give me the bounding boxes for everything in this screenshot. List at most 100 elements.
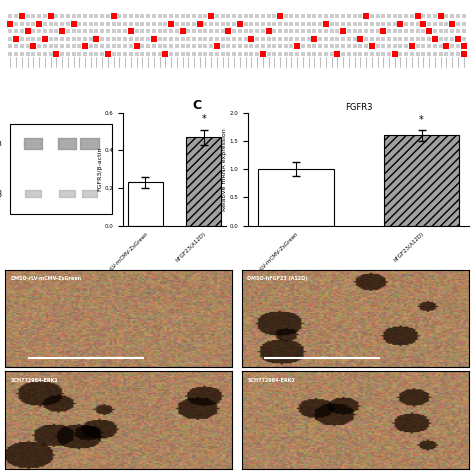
Point bbox=[110, 20, 118, 27]
Point bbox=[196, 50, 203, 57]
Point bbox=[414, 42, 421, 50]
Point bbox=[362, 42, 370, 50]
Point bbox=[41, 27, 49, 35]
Point bbox=[36, 50, 43, 57]
Point bbox=[156, 42, 164, 50]
Point bbox=[167, 50, 175, 57]
Point bbox=[29, 50, 37, 57]
Point bbox=[12, 20, 20, 27]
Point bbox=[110, 12, 118, 20]
Point bbox=[156, 35, 164, 43]
Point bbox=[121, 50, 129, 57]
Point bbox=[156, 50, 164, 57]
Bar bbox=[384, 135, 459, 226]
Point bbox=[414, 50, 421, 57]
Bar bbox=[128, 182, 163, 226]
Point bbox=[36, 12, 43, 20]
Bar bbox=[258, 169, 334, 226]
Point bbox=[356, 42, 364, 50]
Point bbox=[7, 42, 14, 50]
Point bbox=[288, 50, 295, 57]
Point bbox=[402, 12, 410, 20]
Point bbox=[322, 12, 330, 20]
Point bbox=[47, 42, 55, 50]
Point bbox=[99, 35, 106, 43]
Point bbox=[425, 50, 433, 57]
Point bbox=[345, 20, 353, 27]
Point bbox=[58, 27, 66, 35]
Point bbox=[41, 12, 49, 20]
Point bbox=[64, 42, 72, 50]
Point bbox=[448, 12, 456, 20]
Point bbox=[225, 50, 232, 57]
Point bbox=[7, 50, 14, 57]
Point bbox=[419, 12, 427, 20]
Point bbox=[162, 20, 169, 27]
Point bbox=[310, 50, 318, 57]
Point bbox=[144, 35, 152, 43]
Point bbox=[356, 35, 364, 43]
Point bbox=[345, 27, 353, 35]
Point bbox=[316, 27, 324, 35]
Point bbox=[305, 12, 312, 20]
Point bbox=[53, 35, 60, 43]
Point bbox=[53, 42, 60, 50]
Point bbox=[253, 35, 261, 43]
Point bbox=[265, 42, 273, 50]
Point bbox=[425, 20, 433, 27]
Point bbox=[368, 12, 375, 20]
Point bbox=[431, 50, 438, 57]
Point bbox=[425, 12, 433, 20]
Point bbox=[437, 27, 445, 35]
Point bbox=[414, 35, 421, 43]
Point bbox=[454, 27, 462, 35]
Point bbox=[58, 42, 66, 50]
Point bbox=[293, 35, 301, 43]
Point bbox=[18, 35, 26, 43]
Point bbox=[230, 20, 238, 27]
Point bbox=[443, 12, 450, 20]
Point bbox=[167, 35, 175, 43]
Point bbox=[99, 42, 106, 50]
Point bbox=[288, 12, 295, 20]
Point bbox=[380, 42, 387, 50]
Text: DMSO-hFGF23 (A12D): DMSO-hFGF23 (A12D) bbox=[247, 276, 308, 282]
Point bbox=[334, 50, 341, 57]
Point bbox=[276, 42, 284, 50]
Point bbox=[230, 27, 238, 35]
Point bbox=[299, 42, 307, 50]
Point bbox=[288, 35, 295, 43]
Point bbox=[334, 42, 341, 50]
Point bbox=[138, 50, 146, 57]
Point bbox=[24, 20, 31, 27]
Point bbox=[282, 35, 290, 43]
Point bbox=[460, 50, 467, 57]
Point bbox=[190, 42, 198, 50]
Point bbox=[259, 42, 266, 50]
Point bbox=[259, 50, 266, 57]
Point bbox=[454, 50, 462, 57]
Point bbox=[110, 50, 118, 57]
Point bbox=[18, 20, 26, 27]
Point bbox=[29, 12, 37, 20]
Point bbox=[138, 35, 146, 43]
Point bbox=[184, 50, 192, 57]
Point bbox=[282, 50, 290, 57]
Point bbox=[380, 20, 387, 27]
Point bbox=[53, 27, 60, 35]
Point bbox=[18, 12, 26, 20]
Point bbox=[402, 35, 410, 43]
Point bbox=[196, 42, 203, 50]
Point bbox=[328, 12, 336, 20]
Point bbox=[99, 50, 106, 57]
Point bbox=[322, 20, 330, 27]
Point bbox=[75, 35, 83, 43]
Point bbox=[253, 42, 261, 50]
Point bbox=[29, 42, 37, 50]
Point bbox=[184, 20, 192, 27]
Point bbox=[397, 50, 404, 57]
Point bbox=[431, 42, 438, 50]
Point bbox=[156, 20, 164, 27]
Point bbox=[351, 35, 358, 43]
Point bbox=[259, 12, 266, 20]
